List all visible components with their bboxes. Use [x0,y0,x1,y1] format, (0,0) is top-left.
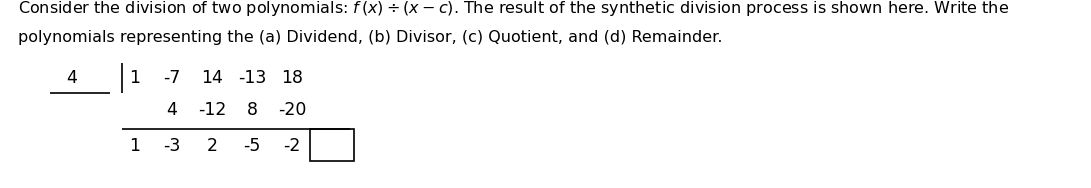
Text: -3: -3 [164,137,181,155]
Text: -13: -13 [238,69,266,87]
Bar [310,129,353,161]
Text: -5: -5 [243,137,261,155]
Text: 4: 4 [167,101,178,119]
Text: -12: -12 [197,101,226,119]
Text: 8: 8 [247,101,257,119]
Text: -20: -20 [278,101,307,119]
Text: 18: 18 [281,69,303,87]
Text: -2: -2 [284,137,301,155]
Text: 14: 14 [201,69,223,87]
Text: 1: 1 [130,69,141,87]
Text: polynomials representing the (a) Dividend, (b) Divisor, (c) Quotient, and (d) Re: polynomials representing the (a) Dividen… [17,30,722,45]
Text: 1: 1 [130,137,141,155]
Text: 4: 4 [67,69,77,87]
Text: 2: 2 [206,137,217,155]
Text: Consider the division of two polynomials: $f\,(x) \div (x-c)$. The result of the: Consider the division of two polynomials… [17,0,1009,18]
Text: -7: -7 [164,69,181,87]
